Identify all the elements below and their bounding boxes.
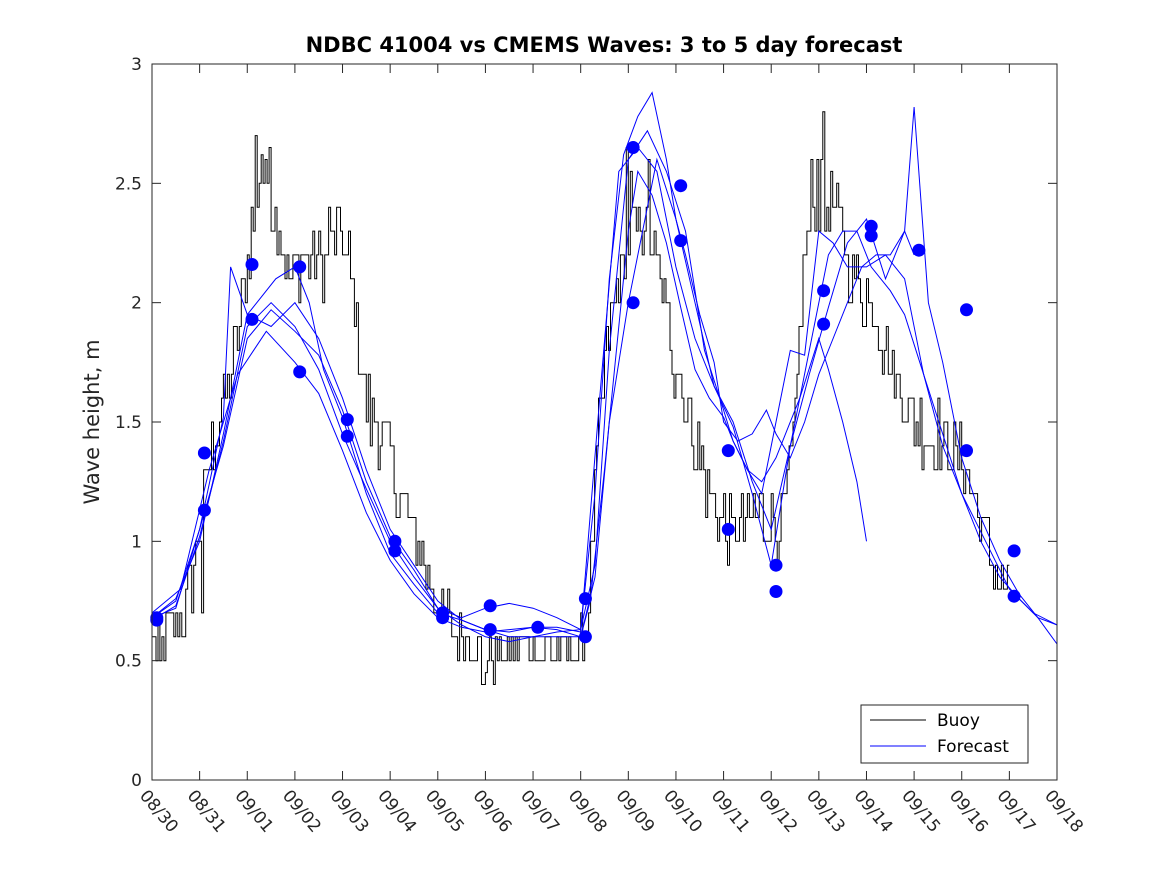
forecast-marker — [340, 429, 354, 443]
forecast-marker — [245, 312, 259, 326]
forecast-marker — [197, 446, 211, 460]
forecast-marker — [388, 534, 402, 548]
forecast-marker — [293, 260, 307, 274]
forecast-marker — [578, 630, 592, 644]
forecast-marker — [912, 243, 926, 257]
forecast-marker — [578, 592, 592, 606]
marker-layer — [150, 141, 1021, 644]
forecast-marker — [483, 599, 497, 613]
forecast-marker — [483, 623, 497, 637]
legend-buoy-label: Buoy — [937, 711, 980, 731]
forecast-marker — [626, 296, 640, 310]
y-tick-label: 0.5 — [115, 652, 142, 672]
forecast-marker — [674, 234, 688, 248]
forecast-marker — [721, 444, 735, 458]
y-tick-label: 0 — [131, 771, 142, 791]
y-axis-label: Wave height, m — [80, 339, 104, 504]
forecast-marker — [436, 611, 450, 625]
forecast-marker — [150, 611, 164, 625]
legend-box — [860, 704, 1029, 764]
forecast-marker — [197, 503, 211, 517]
forecast-marker — [769, 585, 783, 598]
forecast-marker — [626, 141, 640, 154]
forecast-series-line-3 — [151, 129, 1058, 643]
forecast-marker — [245, 258, 259, 271]
forecast-marker — [531, 620, 545, 634]
forecast-marker — [674, 179, 688, 193]
forecast-marker — [864, 229, 878, 243]
forecast-marker — [340, 413, 354, 427]
y-tick-label: 1 — [131, 532, 142, 552]
chart-title: NDBC 41004 vs CMEMS Waves: 3 to 5 day fo… — [306, 33, 903, 57]
forecast-series-line-4 — [151, 157, 1058, 638]
y-tick-label: 1.5 — [115, 413, 142, 433]
forecast-marker — [864, 219, 878, 233]
y-tick-label: 3 — [131, 55, 142, 75]
forecast-marker — [960, 444, 973, 458]
legend-forecast-label: Forecast — [937, 737, 1009, 757]
forecast-marker — [1007, 589, 1021, 603]
forecast-series-line-2 — [151, 91, 915, 631]
forecast-marker — [817, 317, 831, 331]
forecast-series-line-5 — [151, 106, 1058, 645]
forecast-marker — [1007, 544, 1021, 558]
forecast-marker — [960, 303, 973, 317]
y-tick-label: 2.5 — [115, 174, 142, 194]
forecast-marker — [817, 284, 831, 298]
y-tick-label: 2 — [131, 294, 142, 314]
forecast-marker — [721, 522, 735, 536]
legend: Buoy Forecast — [860, 704, 1029, 764]
forecast-marker — [293, 365, 307, 379]
forecast-marker — [769, 558, 783, 572]
forecast-marker — [388, 544, 402, 558]
